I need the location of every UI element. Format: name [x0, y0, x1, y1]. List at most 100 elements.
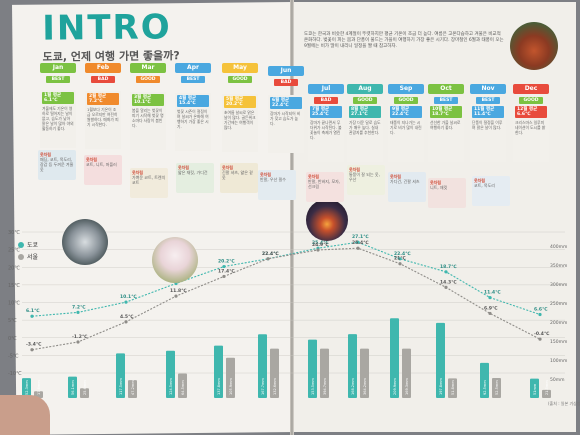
- clothing-box-6: 옷차림 반팔, 우산 필수: [258, 170, 296, 200]
- temp-data-label: 18.7℃: [440, 264, 457, 270]
- month-description: 태풍이 지나가는 시기로 비가 많이 내린다.: [390, 120, 422, 135]
- temp-point-tokyo: [488, 295, 492, 300]
- bar-seoul-rain: [492, 378, 501, 398]
- bar-seoul-label: 21.5mm: [545, 380, 549, 395]
- temp-data-label: -3.4℃: [26, 342, 42, 348]
- temp-point-seoul: [222, 274, 226, 279]
- month-pill-jun: Jun: [268, 66, 304, 76]
- month-avg-temp: 2월 평균 7.2℃: [87, 93, 119, 105]
- bar-tokyo-rain: [308, 339, 317, 398]
- month-info-feb: 2월 평균 7.2℃ 1월보다 기온이 조금 오르지만 여전히 쌀쌀하다. 매화가…: [85, 91, 121, 149]
- month-pill-mar: Mar: [130, 63, 166, 73]
- rain-tick-label: 200mm: [550, 320, 567, 326]
- temp-tick-label: -10℃: [8, 371, 22, 377]
- temp-tick-label: 25℃: [8, 248, 20, 254]
- temp-line-tokyo: [31, 241, 541, 317]
- month-pill-aug: Aug: [347, 84, 383, 94]
- temp-point-seoul: [124, 320, 128, 324]
- month-pill-sep: Sep: [388, 84, 424, 94]
- clothing-box-11: 옷차림 코트, 목도리: [472, 176, 510, 206]
- temp-point-seoul: [316, 248, 320, 252]
- temp-point-tokyo: [76, 310, 80, 314]
- rating-badge-jul: BAD: [314, 97, 338, 104]
- month-info-may: 5월 평균 20.2℃ 초여름 날씨로 맑은 날이 많다. 골든위크 기간에는 여…: [222, 94, 258, 152]
- month-description: 선선한 가을 날씨로 여행하기 좋다.: [430, 120, 461, 130]
- month-avg-temp: 10월 평균 18.7℃: [430, 106, 462, 118]
- month-pill-feb: Feb: [85, 63, 121, 73]
- temp-point-tokyo: [444, 270, 448, 274]
- month-pill-jan: Jan: [40, 63, 76, 73]
- month-info-jul: 7월 평균 25.4℃ 장마가 끝나면서 무더위가 시작된다. 불꽃놀이 축제가 …: [308, 104, 344, 162]
- rain-tick-label: 350mm: [550, 263, 567, 269]
- temp-point-seoul: [398, 262, 402, 266]
- temp-data-label: 27.1℃: [352, 234, 369, 240]
- clothing-text: 패딩, 코트, 목도리, 장갑 등 두꺼운 겨울옷: [40, 157, 74, 172]
- legend-seoul: 서울: [18, 252, 38, 261]
- clothing-text: 얇은 재킷, 가디건: [178, 170, 208, 175]
- clothing-text: 니트, 재킷: [430, 185, 448, 190]
- bar-seoul-rain: [402, 348, 411, 398]
- bar-tokyo-label: 117.5mm: [119, 378, 123, 395]
- month-avg-temp: 3월 평균 10.1℃: [132, 94, 164, 106]
- temp-tick-label: 20℃: [8, 265, 20, 271]
- rain-tick-label: 100mm: [550, 358, 567, 364]
- rain-tick-label: 400mm: [550, 244, 567, 250]
- month-description: 장마가 시작되어 비가 잦고 습도가 높다.: [270, 111, 301, 126]
- temp-data-label: 20.2℃: [218, 259, 235, 265]
- month-info-dec: 12월 평균 6.6℃ 크리스마스 일루미네이션이 도시를 밝힌다.: [513, 104, 549, 162]
- rating-badge-nov: BEST: [476, 97, 500, 104]
- bar-tokyo-rain: [166, 350, 175, 398]
- month-avg-temp: 4월 평균 15.4℃: [177, 95, 209, 107]
- temp-point-tokyo: [222, 264, 226, 269]
- rating-badge-mar: GOOD: [136, 76, 160, 83]
- temp-data-label: -0.4℃: [534, 331, 550, 337]
- month-info-mar: 3월 평균 10.1℃ 봄을 알리는 벚꽃이 피기 시작해 벚꽃 명소마다 사람이…: [130, 92, 166, 150]
- rating-badge-aug: GOOD: [353, 97, 377, 104]
- temp-data-label: 11.4℃: [484, 290, 501, 296]
- month-avg-temp: 7월 평균 25.4℃: [310, 106, 342, 118]
- temp-data-label: 24.9℃: [312, 242, 329, 248]
- temp-data-label: 10.1℃: [120, 294, 137, 300]
- clothing-box-5: 옷차림 긴팔 셔츠, 얇은 겉옷: [220, 163, 258, 193]
- book-spine: [290, 0, 294, 435]
- bar-tokyo-rain: [436, 322, 445, 398]
- rating-badge-jan: BEST: [46, 76, 70, 83]
- bar-tokyo-label: 153.5mm: [311, 378, 315, 395]
- temp-point-seoul: [538, 337, 542, 341]
- clothing-box-2: 옷차림 코트, 니트, 머플러: [84, 155, 122, 185]
- rating-badge-sep: GOOD: [394, 97, 418, 104]
- bar-seoul-label: 52.5mm: [495, 380, 499, 395]
- temp-line-seoul: [31, 247, 541, 351]
- month-description: 봄을 알리는 벚꽃이 피기 시작해 벚꽃 명소마다 사람이 붐빈다.: [132, 108, 164, 128]
- clothing-head: 옷차림: [86, 157, 98, 162]
- temp-tick-label: 0℃: [8, 336, 17, 342]
- clothing-text: 긴팔 셔츠, 얇은 겉옷: [222, 170, 253, 180]
- month-info-sep: 9월 평균 22.4℃ 태풍이 지나가는 시기로 비가 많이 내린다.: [388, 104, 424, 162]
- month-pill-jul: Jul: [308, 84, 344, 94]
- bar-tokyo-label: 124.5mm: [169, 378, 173, 395]
- clothing-head: 옷차림: [222, 165, 234, 170]
- temp-point-seoul: [30, 348, 34, 352]
- temp-data-label: 22.4℃: [262, 251, 279, 257]
- month-pill-may: May: [222, 63, 258, 73]
- autumn-temple-photo: [510, 22, 558, 70]
- clothing-text: 반팔, 우산 필수: [260, 177, 286, 182]
- temp-tick-label: 15℃: [8, 283, 20, 289]
- month-description: 크리스마스 일루미네이션이 도시를 밝힌다.: [515, 120, 546, 135]
- clothing-box-10: 옷차림 니트, 재킷: [428, 178, 466, 208]
- clothing-box-8: 옷차림 통풍이 잘 되는 옷, 우산: [347, 165, 385, 195]
- clothing-head: 옷차림: [40, 152, 52, 157]
- month-info-jan: 1월 평균 6.1℃ 겨울에도 기온이 영하로 떨어지는 날이 없고, 습도가 낮…: [40, 90, 76, 148]
- rain-tick-label: 250mm: [550, 301, 567, 307]
- temp-point-seoul: [356, 246, 360, 250]
- rain-tick-label: 150mm: [550, 339, 567, 345]
- clothing-head: 옷차림: [430, 180, 442, 185]
- temp-data-label: 6.1℃: [26, 308, 40, 314]
- temp-tick-label: 30℃: [8, 230, 20, 236]
- chart-legend: 도쿄 서울: [18, 240, 38, 264]
- clothing-head: 옷차림: [390, 174, 402, 179]
- bar-tokyo-rain: [480, 362, 489, 398]
- temp-data-label: 11.8℃: [170, 288, 187, 294]
- bar-tokyo-label: 168.2mm: [351, 378, 355, 395]
